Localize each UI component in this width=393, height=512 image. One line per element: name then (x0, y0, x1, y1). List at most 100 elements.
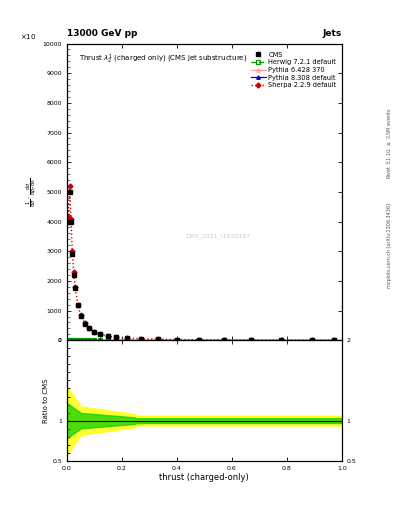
Herwig 7.2.1 default (67, 337, 72, 343)
Sherpa 2.2.9 default (83, 320, 87, 326)
Pythia 8.308 default (86, 337, 91, 343)
Sherpa 2.2.9 default (92, 329, 97, 335)
CMS (279, 337, 284, 343)
Pythia 8.308 default (139, 337, 143, 343)
Pythia 8.308 default (75, 337, 80, 343)
Herwig 7.2.1 default (68, 337, 73, 343)
Herwig 7.2.1 default (221, 337, 226, 343)
Pythia 6.428 370 (66, 337, 71, 343)
Pythia 6.428 370 (92, 337, 97, 343)
Pythia 6.428 370 (72, 337, 76, 343)
CMS (97, 331, 102, 337)
CMS (67, 189, 72, 195)
Sherpa 2.2.9 default (196, 337, 201, 343)
Sherpa 2.2.9 default (67, 183, 72, 189)
Herwig 7.2.1 default (78, 337, 83, 343)
Herwig 7.2.1 default (73, 337, 77, 343)
CMS (309, 337, 314, 343)
Sherpa 2.2.9 default (86, 325, 91, 331)
Sherpa 2.2.9 default (73, 284, 77, 290)
Y-axis label: Ratio to CMS: Ratio to CMS (43, 378, 50, 423)
Pythia 6.428 370 (106, 337, 110, 343)
Pythia 8.308 default (106, 337, 110, 343)
Pythia 8.308 default (78, 337, 83, 343)
Pythia 6.428 370 (309, 337, 314, 343)
Pythia 8.308 default (309, 337, 314, 343)
CMS (196, 337, 201, 343)
Pythia 6.428 370 (249, 337, 253, 343)
Text: $\times10$: $\times10$ (20, 32, 37, 40)
Pythia 6.428 370 (114, 337, 119, 343)
Sherpa 2.2.9 default (309, 337, 314, 343)
Pythia 6.428 370 (83, 337, 87, 343)
Sherpa 2.2.9 default (174, 336, 179, 343)
Herwig 7.2.1 default (97, 337, 102, 343)
CMS (70, 251, 75, 257)
Herwig 7.2.1 default (114, 337, 119, 343)
CMS (78, 312, 83, 318)
CMS (106, 333, 110, 339)
CMS (68, 219, 73, 225)
Pythia 6.428 370 (279, 337, 284, 343)
Pythia 6.428 370 (331, 337, 336, 343)
Pythia 6.428 370 (155, 337, 160, 343)
Pythia 6.428 370 (75, 337, 80, 343)
Herwig 7.2.1 default (66, 337, 71, 343)
Herwig 7.2.1 default (86, 337, 91, 343)
Sherpa 2.2.9 default (279, 337, 284, 343)
Text: mcplots.cern.ch [arXiv:1306.3436]: mcplots.cern.ch [arXiv:1306.3436] (387, 203, 391, 288)
CMS (92, 329, 97, 335)
Pythia 8.308 default (174, 337, 179, 343)
Herwig 7.2.1 default (83, 337, 87, 343)
Pythia 8.308 default (249, 337, 253, 343)
Herwig 7.2.1 default (70, 337, 75, 343)
Pythia 8.308 default (155, 337, 160, 343)
Text: 13000 GeV pp: 13000 GeV pp (67, 29, 137, 38)
Pythia 6.428 370 (73, 337, 77, 343)
Sherpa 2.2.9 default (125, 335, 130, 341)
Pythia 8.308 default (97, 337, 102, 343)
CMS (221, 337, 226, 343)
Pythia 6.428 370 (68, 337, 73, 343)
Pythia 8.308 default (221, 337, 226, 343)
Sherpa 2.2.9 default (155, 336, 160, 343)
Sherpa 2.2.9 default (70, 248, 75, 254)
Text: Rivet 3.1.10, $\geq$ 2.5M events: Rivet 3.1.10, $\geq$ 2.5M events (385, 108, 393, 179)
CMS (331, 337, 336, 343)
Sherpa 2.2.9 default (139, 336, 143, 342)
Sherpa 2.2.9 default (66, 212, 71, 219)
Text: CMS_2021_I1920187: CMS_2021_I1920187 (185, 233, 251, 239)
Herwig 7.2.1 default (331, 337, 336, 343)
Line: Herwig 7.2.1 default: Herwig 7.2.1 default (66, 338, 335, 342)
Herwig 7.2.1 default (139, 337, 143, 343)
CMS (174, 336, 179, 343)
CMS (72, 272, 76, 278)
Pythia 8.308 default (70, 337, 75, 343)
Pythia 8.308 default (125, 337, 130, 343)
Pythia 8.308 default (66, 337, 71, 343)
CMS (75, 302, 80, 308)
Pythia 8.308 default (83, 337, 87, 343)
Pythia 8.308 default (114, 337, 119, 343)
Pythia 6.428 370 (78, 337, 83, 343)
Line: Pythia 6.428 370: Pythia 6.428 370 (66, 338, 335, 342)
Herwig 7.2.1 default (174, 337, 179, 343)
Sherpa 2.2.9 default (97, 331, 102, 337)
Herwig 7.2.1 default (125, 337, 130, 343)
Line: Pythia 8.308 default: Pythia 8.308 default (66, 338, 335, 342)
CMS (83, 321, 87, 327)
Line: CMS: CMS (66, 190, 336, 343)
Herwig 7.2.1 default (249, 337, 253, 343)
CMS (249, 337, 253, 343)
Sherpa 2.2.9 default (331, 337, 336, 343)
Pythia 8.308 default (68, 337, 73, 343)
Sherpa 2.2.9 default (78, 312, 83, 318)
Herwig 7.2.1 default (92, 337, 97, 343)
Pythia 6.428 370 (86, 337, 91, 343)
Y-axis label: $\frac{1}{\mathrm{d}\sigma}\cdot\frac{\mathrm{d}\sigma}{\mathrm{d}p_T\,\mathrm{d: $\frac{1}{\mathrm{d}\sigma}\cdot\frac{\m… (24, 177, 40, 206)
Pythia 8.308 default (279, 337, 284, 343)
Sherpa 2.2.9 default (106, 333, 110, 339)
Pythia 8.308 default (67, 337, 72, 343)
Sherpa 2.2.9 default (221, 337, 226, 343)
Pythia 8.308 default (72, 337, 76, 343)
